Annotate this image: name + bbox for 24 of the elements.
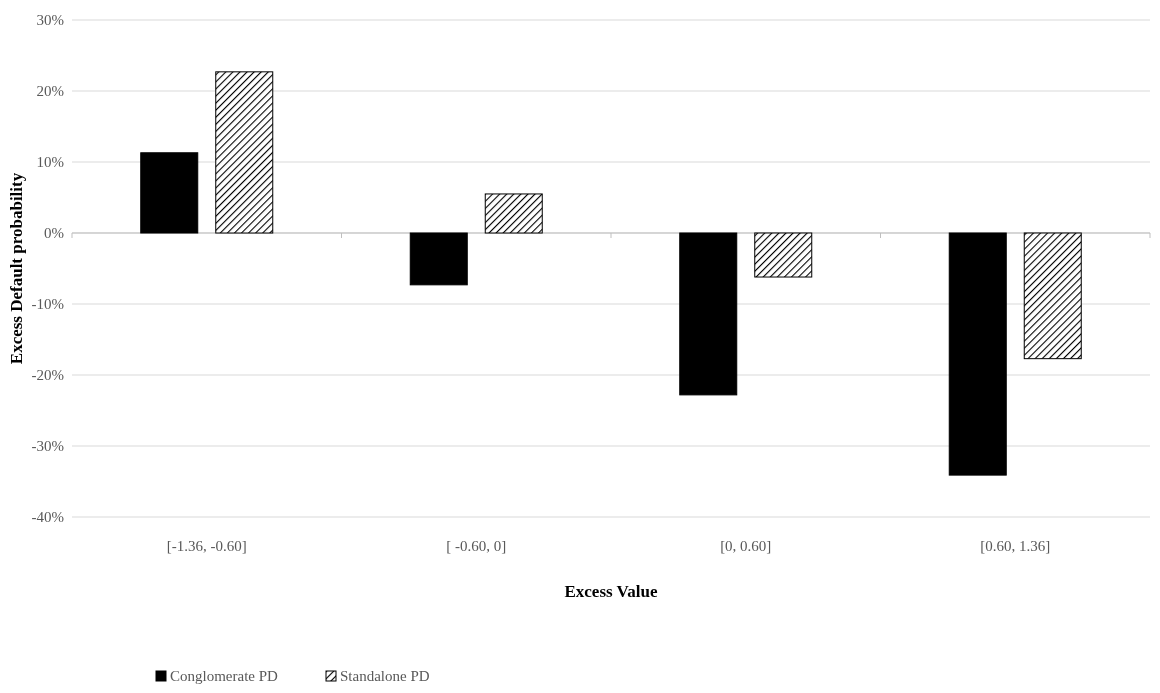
bar bbox=[215, 71, 274, 234]
y-axis-title: Excess Default probability bbox=[7, 172, 26, 365]
bar bbox=[948, 232, 1007, 476]
bar bbox=[409, 232, 468, 286]
bar bbox=[754, 232, 813, 278]
bar bbox=[1023, 232, 1082, 360]
x-tick-label: [ -0.60, 0] bbox=[446, 538, 507, 554]
x-tick-label: [0.60, 1.36] bbox=[980, 538, 1051, 554]
bar bbox=[140, 152, 199, 234]
y-tick-label: 20% bbox=[36, 83, 64, 100]
legend-label: Conglomerate PD bbox=[170, 668, 279, 684]
x-tick-label: [0, 0.60] bbox=[720, 538, 772, 554]
legend-label: Standalone PD bbox=[340, 668, 430, 684]
x-tick-label: [-1.36, -0.60] bbox=[166, 538, 247, 554]
y-tick-label: -20% bbox=[31, 367, 64, 384]
y-tick-label: 10% bbox=[36, 154, 64, 171]
y-tick-label: -10% bbox=[31, 296, 64, 313]
bar bbox=[679, 232, 738, 396]
y-tick-label: -30% bbox=[31, 438, 64, 455]
y-tick-label: -40% bbox=[31, 509, 64, 526]
bar bbox=[484, 193, 543, 234]
y-tick-label: 0% bbox=[44, 225, 64, 242]
y-tick-label: 30% bbox=[36, 12, 64, 29]
x-axis-title: Excess Value bbox=[564, 582, 658, 601]
